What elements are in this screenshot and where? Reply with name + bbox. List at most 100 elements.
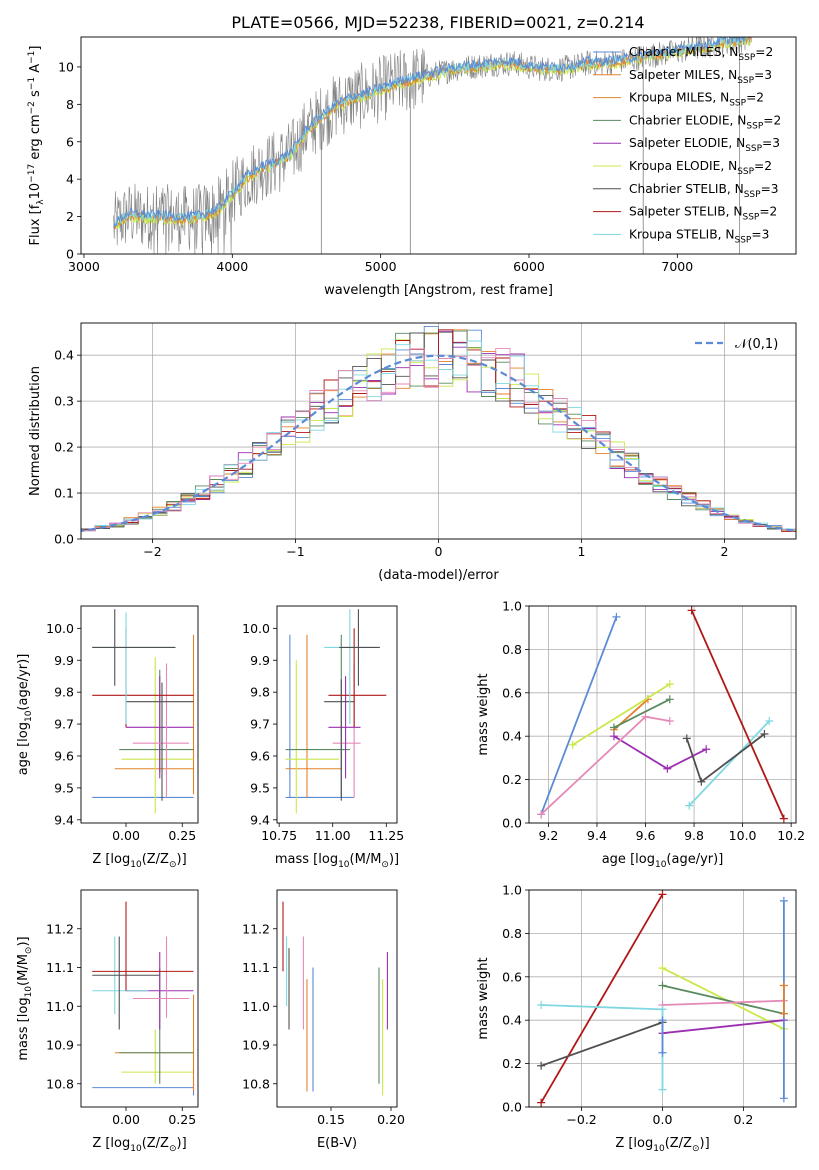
- weight-marker: [658, 1016, 667, 1025]
- y-tick-label: 11.1: [46, 960, 74, 975]
- y-tick-label: 2: [66, 209, 74, 224]
- y-tick-label: 0.3: [54, 394, 74, 409]
- weight-marker: [658, 1085, 667, 1094]
- x-tick-label: 3000: [68, 259, 100, 274]
- y-tick-label: 0.4: [502, 1013, 522, 1028]
- model-spectrum: [113, 37, 750, 228]
- x-tick-label: 5000: [365, 259, 397, 274]
- y-tick-label: 11.1: [242, 960, 270, 975]
- weight-marker: [702, 745, 711, 754]
- legend-label: Kroupa STELIB, NSSP=3: [629, 227, 769, 245]
- y-tick-label: 10.8: [46, 1076, 74, 1091]
- y-tick-label: 10.0: [242, 621, 270, 636]
- x-tick-label: 0.25: [168, 828, 196, 843]
- weight-marker: [779, 814, 788, 823]
- legend-label: Salpeter STELIB, NSSP=2: [629, 205, 777, 223]
- x-tick-label: 0.00: [112, 828, 140, 843]
- y-tick-label: 1.0: [502, 883, 522, 898]
- y-tick-label: 9.9: [250, 653, 270, 668]
- x-tick-label: 9.4: [587, 828, 607, 843]
- weight-marker: [779, 1094, 788, 1103]
- weight-line: [662, 984, 785, 1015]
- axes-frame: [276, 605, 398, 824]
- x-tick-label: 2: [721, 544, 729, 559]
- legend-label: Chabrier ELODIE, NSSP=2: [629, 113, 781, 131]
- x-tick-label: 0.25: [168, 1112, 196, 1127]
- y-tick-label: 11.0: [242, 999, 270, 1014]
- x-tick-label: 7000: [661, 259, 693, 274]
- plot-area: [81, 325, 796, 534]
- y-tick-label: 0.0: [502, 1100, 522, 1115]
- x-tick-label: 0.2: [733, 1112, 753, 1127]
- y-tick-label: 11.2: [242, 921, 270, 936]
- y-tick-label: 0.6: [502, 969, 522, 984]
- y-axis-label: mass weight: [476, 957, 491, 1039]
- legend-label: Chabrier STELIB, NSSP=3: [629, 182, 779, 200]
- weight-marker: [665, 695, 674, 704]
- axes-frame: [528, 605, 797, 824]
- y-tick-label: 10: [58, 59, 74, 74]
- y-tick-label: 9.5: [250, 780, 270, 795]
- legend: Chabrier MILES, NSSP=2 Salpeter MILES, NS…: [593, 45, 781, 245]
- weight-marker: [682, 734, 691, 743]
- y-tick-label: 11.0: [46, 999, 74, 1014]
- y-tick-label: 9.8: [54, 685, 74, 700]
- y-axis-label: mass [log10(M/M⊙)]: [16, 936, 34, 1060]
- x-axis-label: Z [log10(Z/Z⊙)]: [615, 1136, 709, 1154]
- axes-frame: [80, 36, 797, 255]
- weight-line: [540, 616, 618, 815]
- weight-line: [572, 683, 671, 746]
- legend-label: Salpeter MILES, NSSP=3: [629, 68, 772, 86]
- y-tick-label: 0.4: [502, 729, 522, 744]
- y-tick-label: 10.9: [242, 1038, 270, 1053]
- y-tick-label: 0.2: [54, 440, 74, 455]
- axes-frame: [80, 322, 797, 540]
- plot-area: [92, 901, 195, 1096]
- x-axis-label: mass [log10(M/M⊙)]: [275, 852, 399, 870]
- weight-line: [540, 1021, 663, 1067]
- weight-line: [613, 698, 671, 729]
- figure-title: PLATE=0566, MJD=52238, FIBERID=0021, z=0…: [231, 13, 644, 32]
- weight-marker: [609, 723, 618, 732]
- weight-marker: [779, 896, 788, 905]
- y-tick-label: 9.4: [54, 812, 74, 827]
- panel-weight_vs_age: 9.2 9.4 9.6 9.8 10.0 10.2 0.0 0.2 0.4 0.6 0.8 1.0 ag…: [476, 599, 805, 871]
- model-spectrum: [113, 37, 750, 227]
- y-tick-label: 0.0: [502, 816, 522, 831]
- x-axis-label: Z [log10(Z/Z⊙)]: [92, 1136, 186, 1154]
- weight-marker: [697, 777, 706, 786]
- weight-marker: [641, 712, 650, 721]
- x-axis-label: wavelength [Angstrom, rest frame]: [324, 283, 553, 298]
- weight-line: [662, 967, 785, 1030]
- weight-marker: [537, 810, 546, 819]
- histogram: [81, 347, 796, 534]
- y-tick-label: 0.0: [54, 532, 74, 547]
- x-tick-label: 10.75: [261, 828, 297, 843]
- panel-weight_vs_Z: −0.2 0.0 0.2 0.0 0.2 0.4 0.6 0.8 1.0 Z [log10(Z/Z…: [476, 883, 797, 1154]
- y-tick-label: 4: [66, 172, 74, 187]
- x-axis-label: Z [log10(Z/Z⊙)]: [92, 852, 186, 870]
- x-tick-label: −1: [286, 544, 304, 559]
- plot-area: [282, 901, 388, 1096]
- plot-area: [92, 609, 195, 814]
- y-tick-label: 9.7: [54, 717, 74, 732]
- x-tick-label: 11.25: [368, 828, 404, 843]
- plot-area: [285, 609, 387, 814]
- plot-area: [537, 606, 788, 823]
- x-tick-label: 4000: [216, 259, 248, 274]
- legend-label: Kroupa ELODIE, NSSP=2: [629, 159, 772, 177]
- x-tick-label: 1: [578, 544, 586, 559]
- weight-marker: [537, 1061, 546, 1070]
- panel-age_vs_mass: 10.75 11.00 11.25 9.4 9.5 9.6 9.7 9.8 9.9 10.0 mas…: [242, 605, 404, 870]
- legend-label: Chabrier MILES, NSSP=2: [629, 45, 773, 63]
- x-axis-label: age [log10(age/yr)]: [602, 852, 724, 870]
- normal-curve: [81, 354, 796, 533]
- y-tick-label: 0.6: [502, 685, 522, 700]
- weight-line: [690, 609, 785, 820]
- plot-area: [113, 37, 752, 254]
- y-axis-label: Normed distribution: [28, 366, 43, 496]
- axes-frame: [276, 889, 398, 1108]
- weight-marker: [537, 1001, 546, 1010]
- y-tick-label: 0.1: [54, 486, 74, 501]
